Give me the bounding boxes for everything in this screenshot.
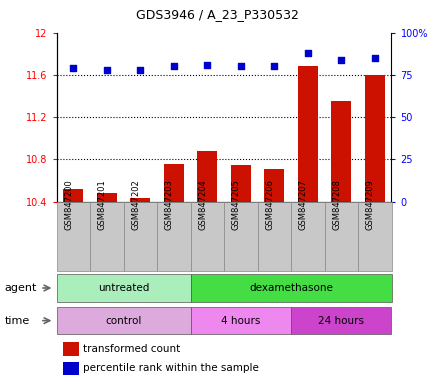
Text: GSM847204: GSM847204 xyxy=(198,180,207,230)
Text: 24 hours: 24 hours xyxy=(318,316,363,326)
Bar xyxy=(56,307,190,334)
Bar xyxy=(163,164,184,202)
Text: agent: agent xyxy=(4,283,36,293)
Text: GSM847202: GSM847202 xyxy=(131,180,140,230)
Text: GSM847205: GSM847205 xyxy=(231,180,240,230)
Bar xyxy=(364,75,384,202)
Bar xyxy=(197,151,217,202)
Text: GDS3946 / A_23_P330532: GDS3946 / A_23_P330532 xyxy=(136,8,298,21)
Bar xyxy=(324,202,357,271)
Text: GSM847206: GSM847206 xyxy=(265,180,274,230)
Point xyxy=(237,63,244,70)
Bar xyxy=(96,193,117,202)
Bar xyxy=(63,342,79,356)
Bar xyxy=(297,66,317,202)
Bar xyxy=(290,202,324,271)
Text: GSM847200: GSM847200 xyxy=(64,180,73,230)
Bar xyxy=(230,165,250,202)
Bar xyxy=(190,202,224,271)
Text: time: time xyxy=(4,316,30,326)
Bar xyxy=(56,202,90,271)
Text: GSM847209: GSM847209 xyxy=(365,180,374,230)
Point xyxy=(203,62,210,68)
Text: dexamethasone: dexamethasone xyxy=(249,283,332,293)
Text: GSM847207: GSM847207 xyxy=(298,180,307,230)
Text: transformed count: transformed count xyxy=(83,344,180,354)
Bar xyxy=(123,202,157,271)
Bar xyxy=(330,101,351,202)
Text: GSM847201: GSM847201 xyxy=(98,180,107,230)
Point xyxy=(337,56,344,63)
Bar xyxy=(63,189,83,202)
Point xyxy=(103,67,110,73)
Bar xyxy=(130,199,150,202)
Text: untreated: untreated xyxy=(98,283,149,293)
Bar xyxy=(190,307,290,334)
Bar xyxy=(190,274,391,302)
Point xyxy=(371,55,378,61)
Bar xyxy=(263,169,284,202)
Bar xyxy=(224,202,257,271)
Point xyxy=(70,65,77,71)
Point xyxy=(137,67,144,73)
Point xyxy=(270,63,277,70)
Point xyxy=(304,50,311,56)
Bar xyxy=(90,202,123,271)
Bar xyxy=(157,202,190,271)
Bar xyxy=(357,202,391,271)
Bar xyxy=(56,274,190,302)
Point xyxy=(170,63,177,70)
Text: control: control xyxy=(105,316,141,326)
Bar xyxy=(63,362,79,375)
Bar xyxy=(257,202,290,271)
Text: GSM847203: GSM847203 xyxy=(164,180,174,230)
Bar xyxy=(290,307,391,334)
Text: GSM847208: GSM847208 xyxy=(332,180,341,230)
Text: percentile rank within the sample: percentile rank within the sample xyxy=(83,363,259,373)
Text: 4 hours: 4 hours xyxy=(220,316,260,326)
